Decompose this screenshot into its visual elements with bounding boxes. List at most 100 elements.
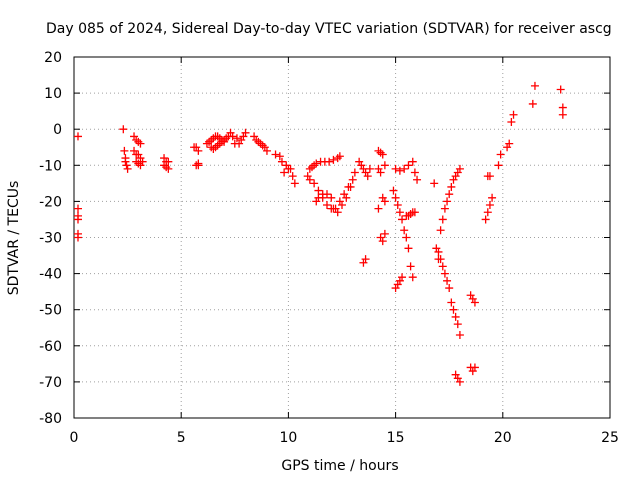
data-point [134,159,143,168]
series-arc-b [119,125,132,173]
data-point [202,139,211,148]
data-point [485,201,494,210]
series-arc-d [160,154,173,173]
data-point [530,81,539,90]
data-point [254,137,263,146]
series-arc-h [250,132,271,155]
data-point [136,139,145,148]
data-point [250,132,259,141]
data-point [447,182,456,191]
data-point [237,136,246,145]
data-point [312,197,321,206]
data-point [363,172,372,181]
data-point [348,175,357,184]
data-point [494,161,503,170]
ticks: 0 5 10 15 20 25 20 10 0 -10 -20 -30 -40 -50 -60 -70 -80 [39,50,619,446]
data-point [335,197,344,206]
data-point [361,168,370,177]
data-point [280,168,289,177]
data-point [398,215,407,224]
data-point [205,137,214,146]
data-point [228,132,237,141]
data-point [305,164,314,173]
data-point [365,164,374,173]
y-tick-label: -40 [39,267,62,283]
x-tick-label: 10 [279,430,297,446]
series-arc-r [434,247,464,386]
data-point [322,201,331,210]
data-point [211,143,220,152]
data-point [74,132,82,141]
data-point [314,193,323,202]
data-point [333,154,342,163]
data-point [340,190,349,199]
data-point [342,193,351,202]
data-point [434,247,443,256]
series-arc-v [528,81,567,119]
data-point [451,172,460,181]
data-point [235,139,244,148]
data-point [453,168,462,177]
data-point [455,164,464,173]
series-arc-k [303,172,357,213]
data-point [378,193,387,202]
data-point [307,163,316,172]
data-point [410,168,419,177]
series-arc-q [430,164,464,264]
data-point [258,141,267,150]
data-point [404,161,413,170]
data-point [329,155,338,164]
y-tick-label: 20 [44,50,62,66]
data-point [262,146,271,155]
data-point [391,284,400,293]
y-tick-label: 10 [44,86,62,102]
data-point [303,172,312,181]
data-point [440,204,449,213]
data-point [447,298,456,307]
data-point [470,363,479,372]
series-arc-o [389,186,417,293]
data-point [329,204,338,213]
x-axis-label: GPS time / hours [281,458,398,474]
data-point [445,190,454,199]
data-point [312,159,321,168]
data-point [220,137,229,146]
data-point [130,146,139,155]
data-point [271,150,280,159]
data-point [260,143,269,152]
data-point [406,210,415,219]
data-point [241,128,250,137]
series-arc-m [355,157,374,267]
data-point [374,146,383,155]
data-point [393,280,402,289]
chart-title: Day 085 of 2024, Sidereal Day-to-day VTE… [46,21,612,37]
data-point [335,152,344,161]
data-point [374,204,383,213]
data-point [402,233,411,242]
data-point [398,273,407,282]
data-point [123,164,132,173]
data-point [327,193,336,202]
data-point [451,312,460,321]
x-tick-label: 5 [177,430,186,446]
data-point [408,273,417,282]
data-point [556,85,565,94]
data-point [558,110,567,119]
data-point [451,370,460,379]
data-point [481,215,490,224]
data-point [194,159,203,168]
data-point [239,132,248,141]
data-point [164,157,173,166]
data-point [395,208,404,217]
data-point [213,132,222,141]
series-arc-g [226,128,250,148]
data-point [395,166,404,175]
data-point [277,157,286,166]
data-point [391,193,400,202]
data-point [378,150,387,159]
data-point [470,298,479,307]
series-arc-l [312,168,359,217]
data-point [209,145,218,154]
data-point [393,201,402,210]
